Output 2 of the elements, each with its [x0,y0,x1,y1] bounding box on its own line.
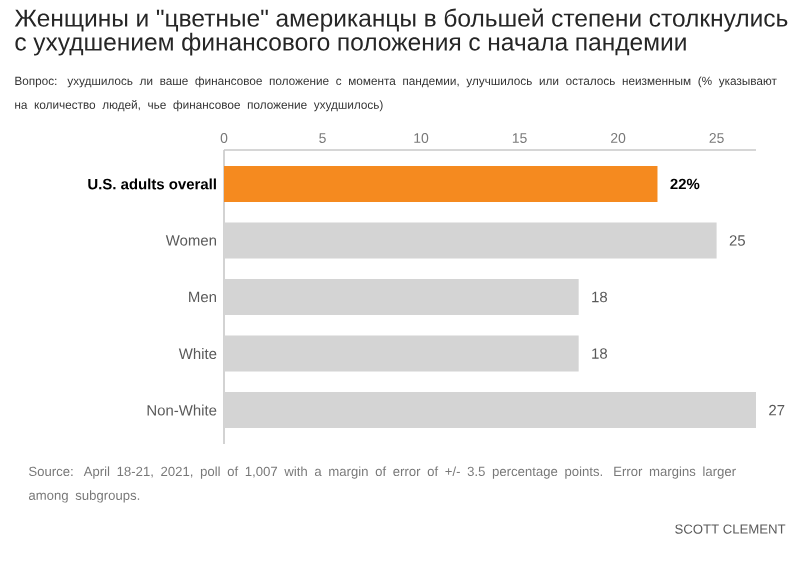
bar [224,165,658,202]
chart-title: Женщины и "цветные" американцы в большей степени столкнулись с ухудшением финансового положения с начала пандемии [14,8,788,56]
